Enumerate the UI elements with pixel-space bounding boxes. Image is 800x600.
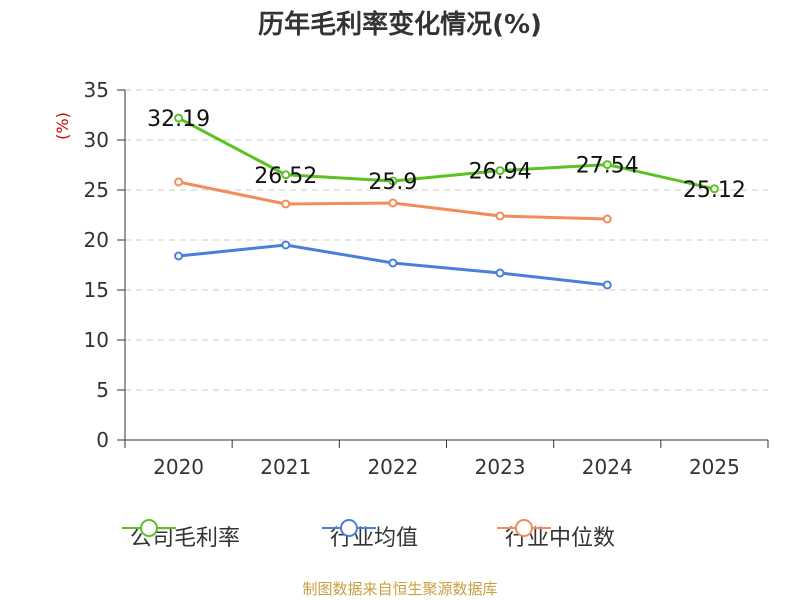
x-tick-label: 2020 [153,455,204,479]
data-point-2 [174,177,184,187]
x-tick-label: 2025 [689,455,740,479]
data-point-0 [709,184,719,194]
data-label: 25.12 [683,178,746,203]
y-tick-label: 0 [96,428,109,452]
data-label: 27.54 [576,154,639,179]
data-label: 26.94 [469,160,532,185]
data-label: 32.19 [147,107,210,132]
data-point-1 [281,240,291,250]
legend-item-industry-median[interactable]: 行业中位数 [497,518,615,554]
legend-item-company[interactable]: 公司毛利率 [122,518,240,554]
data-point-0 [495,166,505,176]
x-tick-label: 2021 [260,455,311,479]
data-point-2 [495,211,505,221]
legend-marker-industry-mean [322,519,376,537]
y-tick-label: 5 [96,378,109,402]
data-point-0 [602,160,612,170]
data-point-2 [281,199,291,209]
y-tick-label: 25 [84,178,109,202]
data-point-0 [174,113,184,123]
data-point-2 [388,198,398,208]
x-tick-label: 2023 [475,455,526,479]
legend: 公司毛利率 行业均值 行业中位数 [0,518,800,558]
data-label: 26.52 [254,164,317,189]
x-tick-label: 2022 [367,455,418,479]
y-tick-label: 20 [84,228,109,252]
data-point-1 [602,280,612,290]
data-point-0 [388,176,398,186]
y-tick-label: 35 [84,78,109,102]
data-point-2 [602,214,612,224]
series-line-0 [177,116,715,191]
chart-title: 历年毛利率变化情况(%) [258,10,542,40]
data-label: 25.9 [368,170,417,195]
legend-item-industry-mean[interactable]: 行业均值 [322,518,418,554]
data-point-1 [495,268,505,278]
x-tick-label: 2024 [582,455,633,479]
legend-marker-industry-median [497,519,551,537]
data-point-1 [388,258,398,268]
data-point-1 [174,251,184,261]
legend-marker-company [122,519,176,537]
data-point-0 [281,170,291,180]
y-tick-label: 10 [84,328,109,352]
y-tick-label: 15 [84,278,109,302]
y-axis-label: (%) [53,112,72,140]
source-note: 制图数据来自恒生聚源数据库 [302,580,498,598]
y-tick-label: 30 [84,128,109,152]
